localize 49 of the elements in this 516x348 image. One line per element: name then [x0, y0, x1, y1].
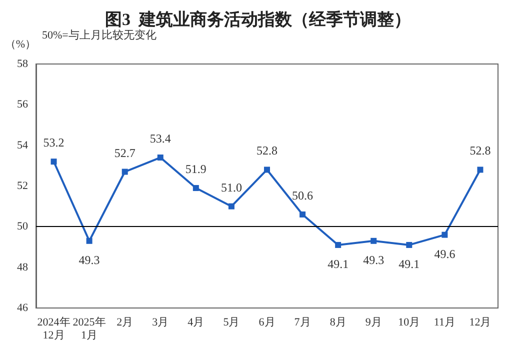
point [300, 211, 306, 218]
point [442, 232, 448, 238]
y-tick-label: 54 [17, 139, 28, 152]
x-tick-label: 2月 [116, 316, 134, 328]
point [86, 238, 92, 244]
text: 53.2 [43, 136, 64, 150]
y-axis-title: （%） [4, 38, 36, 50]
y-tick-label: 46 [17, 302, 28, 314]
point [264, 166, 270, 173]
text: 49.6 [434, 246, 456, 261]
point [406, 242, 412, 248]
y-tick-label: 56 [17, 98, 28, 111]
text: 51.0 [220, 180, 242, 194]
point [157, 154, 164, 161]
text: 51.9 [185, 162, 206, 176]
x-tick-label: 2025年 1月 [72, 316, 106, 342]
point [192, 185, 199, 192]
point [228, 203, 234, 210]
point [477, 166, 484, 173]
x-tick-label: 9月 [365, 316, 382, 328]
x-tick-label: 11月 [434, 316, 456, 328]
point [335, 242, 342, 248]
chart-title: 图3 建筑业商务活动指数（经季节调整） [105, 10, 411, 29]
text: 49.1 [328, 256, 349, 271]
point [370, 238, 377, 244]
x-tick-label: 6月 [258, 316, 276, 328]
point [50, 158, 57, 165]
x-tick-label: 4月 [188, 316, 204, 328]
text: 49.3 [78, 252, 100, 267]
text: 52.8 [470, 144, 491, 158]
x-tick-label: 10月 [398, 316, 420, 328]
x-tick-label: 12月 [469, 316, 492, 328]
x-tick-label: 3月 [152, 316, 169, 328]
text: 50.6 [292, 188, 314, 202]
x-tick-label: 2024年 12月 [37, 316, 70, 342]
y-tick-label: 58 [17, 58, 28, 70]
x-tick-label: 8月 [330, 316, 346, 328]
text: 50%=与上月比较无变化 [42, 28, 156, 42]
text: 53.4 [150, 132, 171, 146]
y-tick-label: 50 [17, 220, 28, 233]
text: 52.8 [256, 144, 278, 158]
point [122, 168, 128, 175]
x-tick-label: 7月 [294, 316, 311, 328]
y-tick-label: 48 [17, 261, 28, 274]
y-tick-label: 52 [17, 180, 28, 192]
x-tick-label: 5月 [223, 316, 240, 328]
text: 52.7 [114, 146, 136, 160]
text: 49.3 [363, 252, 384, 267]
text: 49.1 [398, 256, 420, 271]
